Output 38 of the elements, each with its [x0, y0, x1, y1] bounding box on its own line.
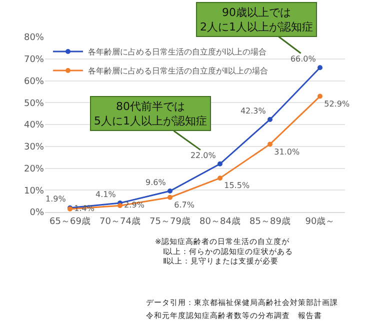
y-tick-label: 80%	[24, 33, 44, 44]
point	[318, 94, 322, 99]
point	[318, 65, 322, 70]
data-label: 6.7%	[174, 200, 195, 210]
point	[168, 194, 172, 200]
point	[218, 161, 222, 166]
annotation: 90歳以上では 2人に1人以上が認知症	[200, 6, 313, 34]
x-tick-label: 70～74歳	[100, 216, 140, 227]
y-tick-label: 70%	[24, 55, 44, 66]
y-tick-label: 0%	[30, 208, 44, 218]
data-label: 15.5%	[224, 181, 250, 190]
y-tick-label: 40%	[24, 120, 44, 131]
point	[268, 116, 272, 122]
annotation: 80代前半では 5人に1人以上が認知症	[94, 100, 207, 128]
data-label: 4.1%	[96, 190, 116, 199]
y-tick-label: 20%	[24, 164, 44, 174]
point	[268, 142, 272, 147]
data-label: 52.9%	[324, 99, 350, 108]
x-tick-label: 65～69歳	[50, 216, 90, 227]
data-label: 31.0%	[274, 147, 300, 156]
x-tick-label: 90歳～	[305, 216, 335, 227]
legend-label: 各年齢層に占める日常生活の自立度がⅡ以上の場合	[88, 66, 268, 76]
y-tick-label: 10%	[24, 186, 44, 196]
data-label: 1.9%	[46, 194, 66, 204]
x-tick-label: 80～84歳	[200, 216, 240, 227]
y-tick-label: 60%	[24, 76, 44, 87]
point	[118, 203, 122, 208]
data-label: 22.0%	[190, 150, 216, 160]
point	[168, 188, 172, 194]
data-label: 66.0%	[290, 54, 316, 64]
y-tick-label: 50%	[24, 98, 44, 109]
x-tick-label: 85～89歳	[250, 216, 290, 227]
data-label: 42.3%	[240, 106, 266, 116]
y-tick-label: 30%	[24, 142, 44, 153]
data-label: 9.6%	[146, 178, 166, 187]
legend-label: 各年齢層に占める日常生活の自立度がⅠ以上の場合	[88, 48, 266, 57]
x-tick-label: 75～79歳	[150, 216, 190, 227]
point	[218, 176, 222, 181]
